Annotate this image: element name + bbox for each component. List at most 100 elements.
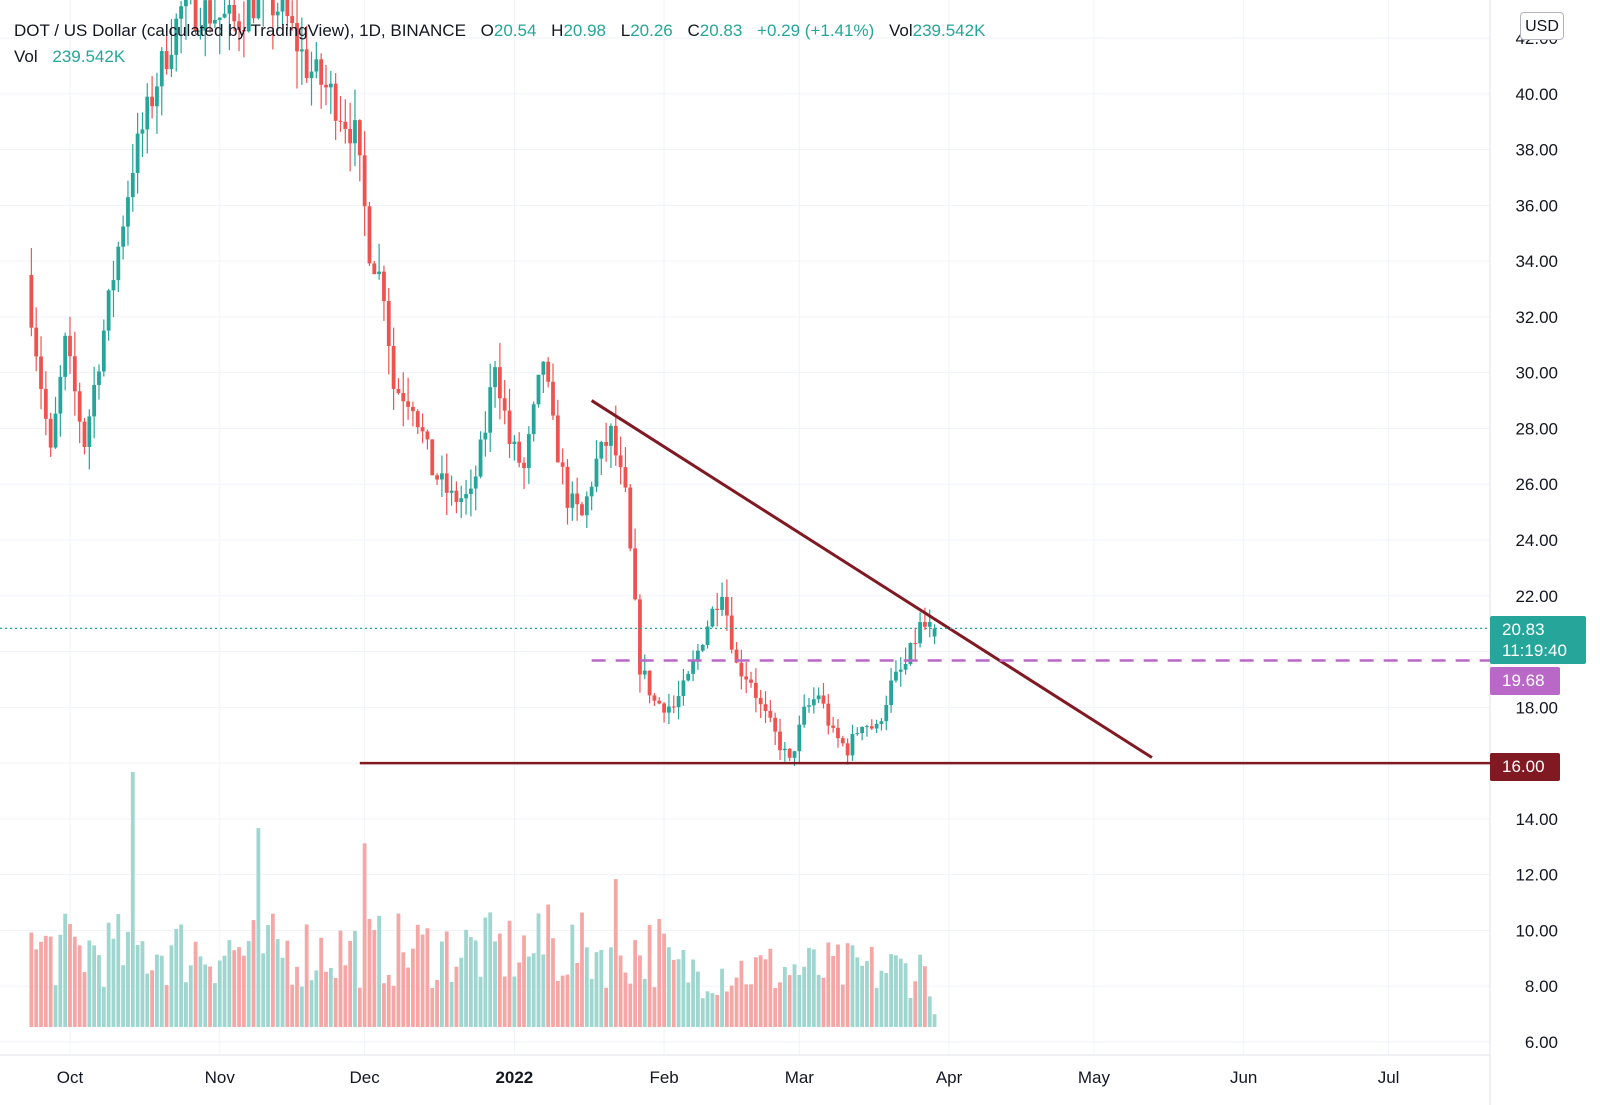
candle-body xyxy=(270,0,275,16)
volume-bar xyxy=(217,960,222,1027)
candle-body xyxy=(140,129,145,134)
candle-body xyxy=(647,670,652,696)
volume-bar xyxy=(570,924,575,1027)
volume-bar xyxy=(691,959,695,1027)
candle-body xyxy=(889,680,893,706)
candle-body xyxy=(77,391,82,422)
candle-body xyxy=(357,120,362,156)
candle-body xyxy=(179,6,183,19)
candle-body xyxy=(126,197,130,227)
candle-body xyxy=(111,280,116,291)
candle-body xyxy=(425,431,430,440)
volume-bar xyxy=(869,946,874,1027)
volume-bar xyxy=(386,974,391,1027)
volume-bar xyxy=(425,928,430,1027)
volume-bar xyxy=(517,962,522,1027)
price-axis-label: 24.00 xyxy=(1515,531,1558,550)
volume-bar xyxy=(604,987,609,1027)
candle-body xyxy=(676,696,681,708)
volume-bar xyxy=(478,976,483,1027)
volume-bar xyxy=(840,984,845,1027)
volume-bar xyxy=(724,991,729,1027)
candle-body xyxy=(222,13,227,18)
time-axis-label: Oct xyxy=(57,1068,84,1087)
volume-bar xyxy=(63,913,68,1027)
volume-bar xyxy=(609,947,613,1027)
volume-bar xyxy=(908,997,913,1027)
candle-body xyxy=(652,695,657,701)
volume-bar xyxy=(391,985,396,1027)
candle-body xyxy=(449,490,454,493)
volume-bar xyxy=(208,966,212,1027)
price-axis-label: 12.00 xyxy=(1515,866,1558,885)
volume-bar xyxy=(507,920,512,1027)
volume-bar xyxy=(280,957,285,1027)
volume-bar xyxy=(290,984,295,1027)
volume-study-label[interactable]: Vol xyxy=(14,47,38,66)
candle-body xyxy=(116,246,121,281)
volume-bar xyxy=(845,943,850,1027)
candle-body xyxy=(488,387,493,433)
volume-bar xyxy=(502,976,507,1027)
time-axis-label: Mar xyxy=(785,1068,815,1087)
high-label: H xyxy=(551,21,564,40)
candle-body xyxy=(811,699,816,706)
volume-bar xyxy=(92,945,97,1027)
price-axis-label: 26.00 xyxy=(1515,475,1558,494)
candle-body xyxy=(280,0,285,12)
candle-body xyxy=(753,682,758,698)
volume-bar xyxy=(584,947,589,1027)
candle-body xyxy=(918,622,922,644)
volume-bar xyxy=(34,949,39,1027)
volume-bar xyxy=(130,772,135,1027)
volume-bar xyxy=(647,925,652,1027)
volume-bar xyxy=(121,965,126,1027)
candle-body xyxy=(763,704,768,711)
candle-body xyxy=(531,404,536,435)
volume-bar xyxy=(150,970,155,1027)
volume-bar xyxy=(213,983,217,1027)
volume-bar xyxy=(82,972,87,1027)
candle-body xyxy=(604,441,609,446)
volume-bar xyxy=(440,941,444,1027)
candle-body xyxy=(213,19,217,24)
candle-body xyxy=(657,700,662,704)
currency-button[interactable]: USD xyxy=(1520,12,1564,40)
candle-body xyxy=(845,743,850,756)
candle-body xyxy=(285,0,290,17)
candle-body xyxy=(63,335,68,377)
symbol-title[interactable]: DOT / US Dollar (calculated by TradingVi… xyxy=(14,21,466,40)
volume-bar xyxy=(894,955,898,1027)
high-value: 20.98 xyxy=(563,21,606,40)
candle-body xyxy=(536,374,541,405)
volume-bar xyxy=(526,956,531,1027)
candle-body xyxy=(923,622,927,627)
candle-body xyxy=(633,548,638,600)
candle-body xyxy=(807,705,811,707)
candle-body xyxy=(34,327,39,357)
candle-body xyxy=(338,120,343,122)
volume-bar xyxy=(763,959,768,1027)
volume-bar xyxy=(768,948,773,1027)
volume-bar xyxy=(222,955,227,1027)
volume-bar xyxy=(551,938,555,1027)
volume-bar xyxy=(850,945,855,1027)
candle-body xyxy=(411,406,415,412)
candle-body xyxy=(58,376,63,414)
candle-body xyxy=(667,706,671,713)
candle-body xyxy=(739,662,744,677)
volume-bar xyxy=(135,945,140,1027)
low-label: L xyxy=(620,21,631,40)
symbol-legend: DOT / US Dollar (calculated by TradingVi… xyxy=(14,18,985,70)
volume-bar xyxy=(642,978,647,1027)
candle-body xyxy=(319,59,324,85)
candle-body xyxy=(396,388,401,394)
candle-body xyxy=(821,695,826,704)
candle-body xyxy=(700,645,705,651)
volume-bar xyxy=(657,918,662,1027)
candle-body xyxy=(208,0,212,24)
volume-row: Vol 239.542K xyxy=(14,44,985,70)
volume-bar xyxy=(898,958,903,1027)
